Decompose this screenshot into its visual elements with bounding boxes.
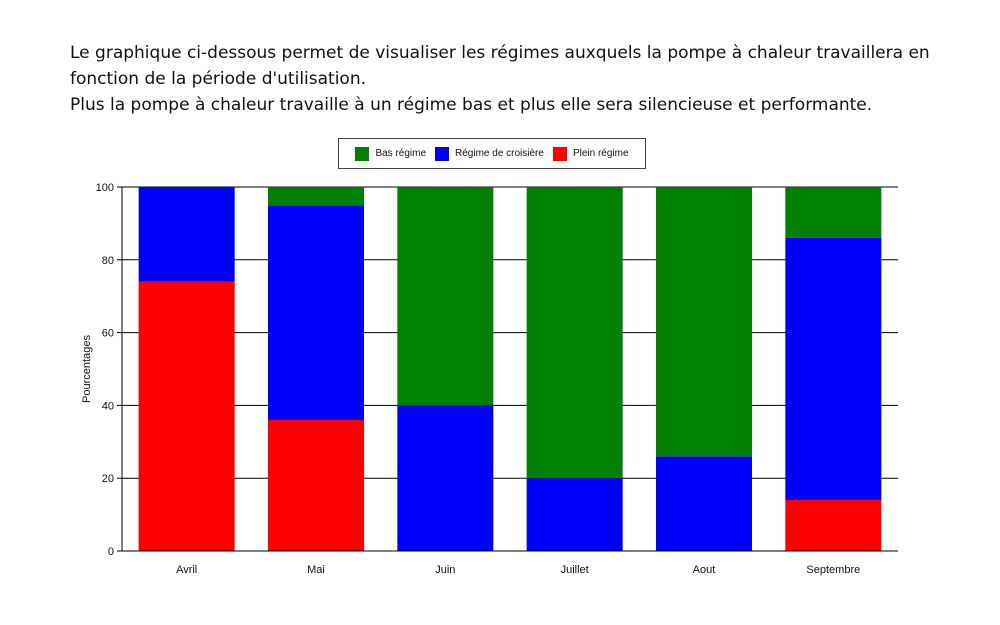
bar-regime-de-croisiere-juillet: [526, 478, 623, 551]
x-tick-label: Septembre: [806, 564, 860, 576]
x-tick-label: Aout: [693, 564, 716, 576]
bar-bas-regime-septembre: [785, 187, 882, 238]
chart-legend: Bas régime Régime de croisière Plein régim…: [338, 138, 646, 169]
y-axis-label: Pourcentages: [81, 335, 93, 403]
y-tick-label: 80: [102, 255, 114, 267]
y-tick-label: 0: [108, 546, 114, 558]
intro-text: Le graphique ci-dessous permet de visual…: [70, 40, 970, 118]
bar-regime-de-croisiere-mai: [268, 205, 364, 420]
legend-swatch: [355, 146, 370, 161]
x-tick-label: Juin: [435, 564, 455, 576]
bar-bas-regime-aout: [656, 187, 752, 457]
y-tick-label: 100: [96, 182, 114, 194]
bar-plein-regime-septembre: [785, 500, 882, 551]
legend-label: Régime de croisière: [455, 148, 544, 159]
intro-line-1: Le graphique ci-dessous permet de visual…: [70, 43, 930, 89]
intro-line-2: Plus la pompe à chaleur travaille à un r…: [70, 95, 873, 115]
bar-bas-regime-juin: [397, 187, 494, 406]
legend-item-bas-regime: Bas régime: [355, 146, 427, 161]
bar-regime-de-croisiere-juin: [397, 405, 494, 551]
legend-label: Plein régime: [572, 148, 629, 159]
legend-item-regime-de-croisiere: Régime de croisière: [435, 146, 544, 161]
bar-regime-de-croisiere-aout: [656, 456, 752, 551]
bar-bas-regime-mai: [268, 187, 364, 206]
x-tick-label: Mai: [307, 564, 325, 576]
legend-label: Bas régime: [375, 148, 427, 159]
x-tick-label: Juillet: [561, 564, 589, 576]
y-tick-label: 40: [102, 400, 114, 412]
bar-plein-regime-mai: [268, 419, 364, 551]
y-tick-label: 60: [102, 328, 114, 340]
legend-item-plein-regime: Plein régime: [552, 146, 629, 161]
bar-regime-de-croisiere-septembre: [785, 237, 882, 501]
legend-swatch: [552, 146, 567, 161]
bar-bas-regime-juillet: [526, 187, 623, 479]
bar-plein-regime-avril: [138, 281, 235, 551]
x-tick-label: Avril: [176, 564, 197, 576]
bar-regime-de-croisiere-avril: [138, 187, 235, 282]
y-tick-label: 20: [102, 473, 114, 485]
legend-swatch: [435, 146, 450, 161]
